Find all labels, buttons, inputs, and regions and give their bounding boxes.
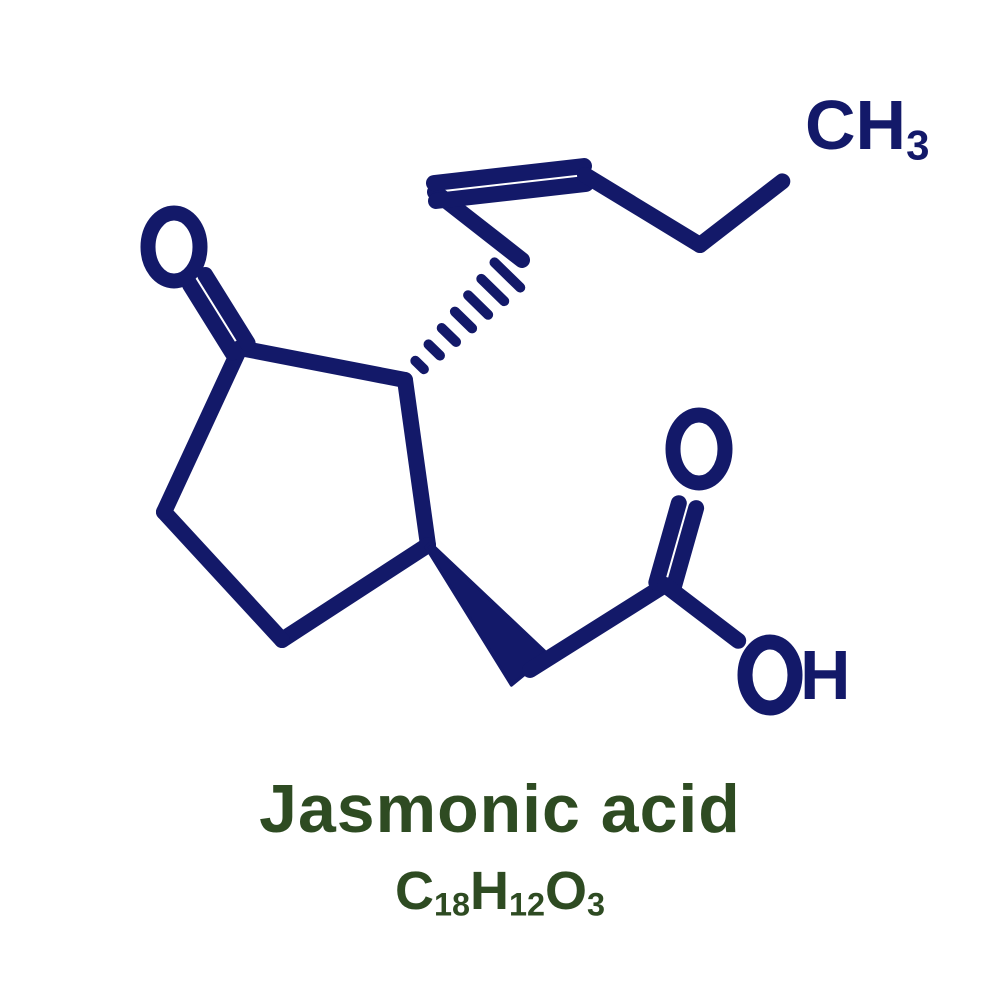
compound-name: Jasmonic acid (0, 770, 1000, 848)
compound-formula: C18H12O3 (0, 860, 1000, 923)
atom-label: CH3 (805, 90, 929, 167)
atom-label-oh-h: H (800, 640, 851, 710)
diagram-canvas: CH3 H Jasmonic acid C18H12O3 (0, 0, 1000, 1000)
